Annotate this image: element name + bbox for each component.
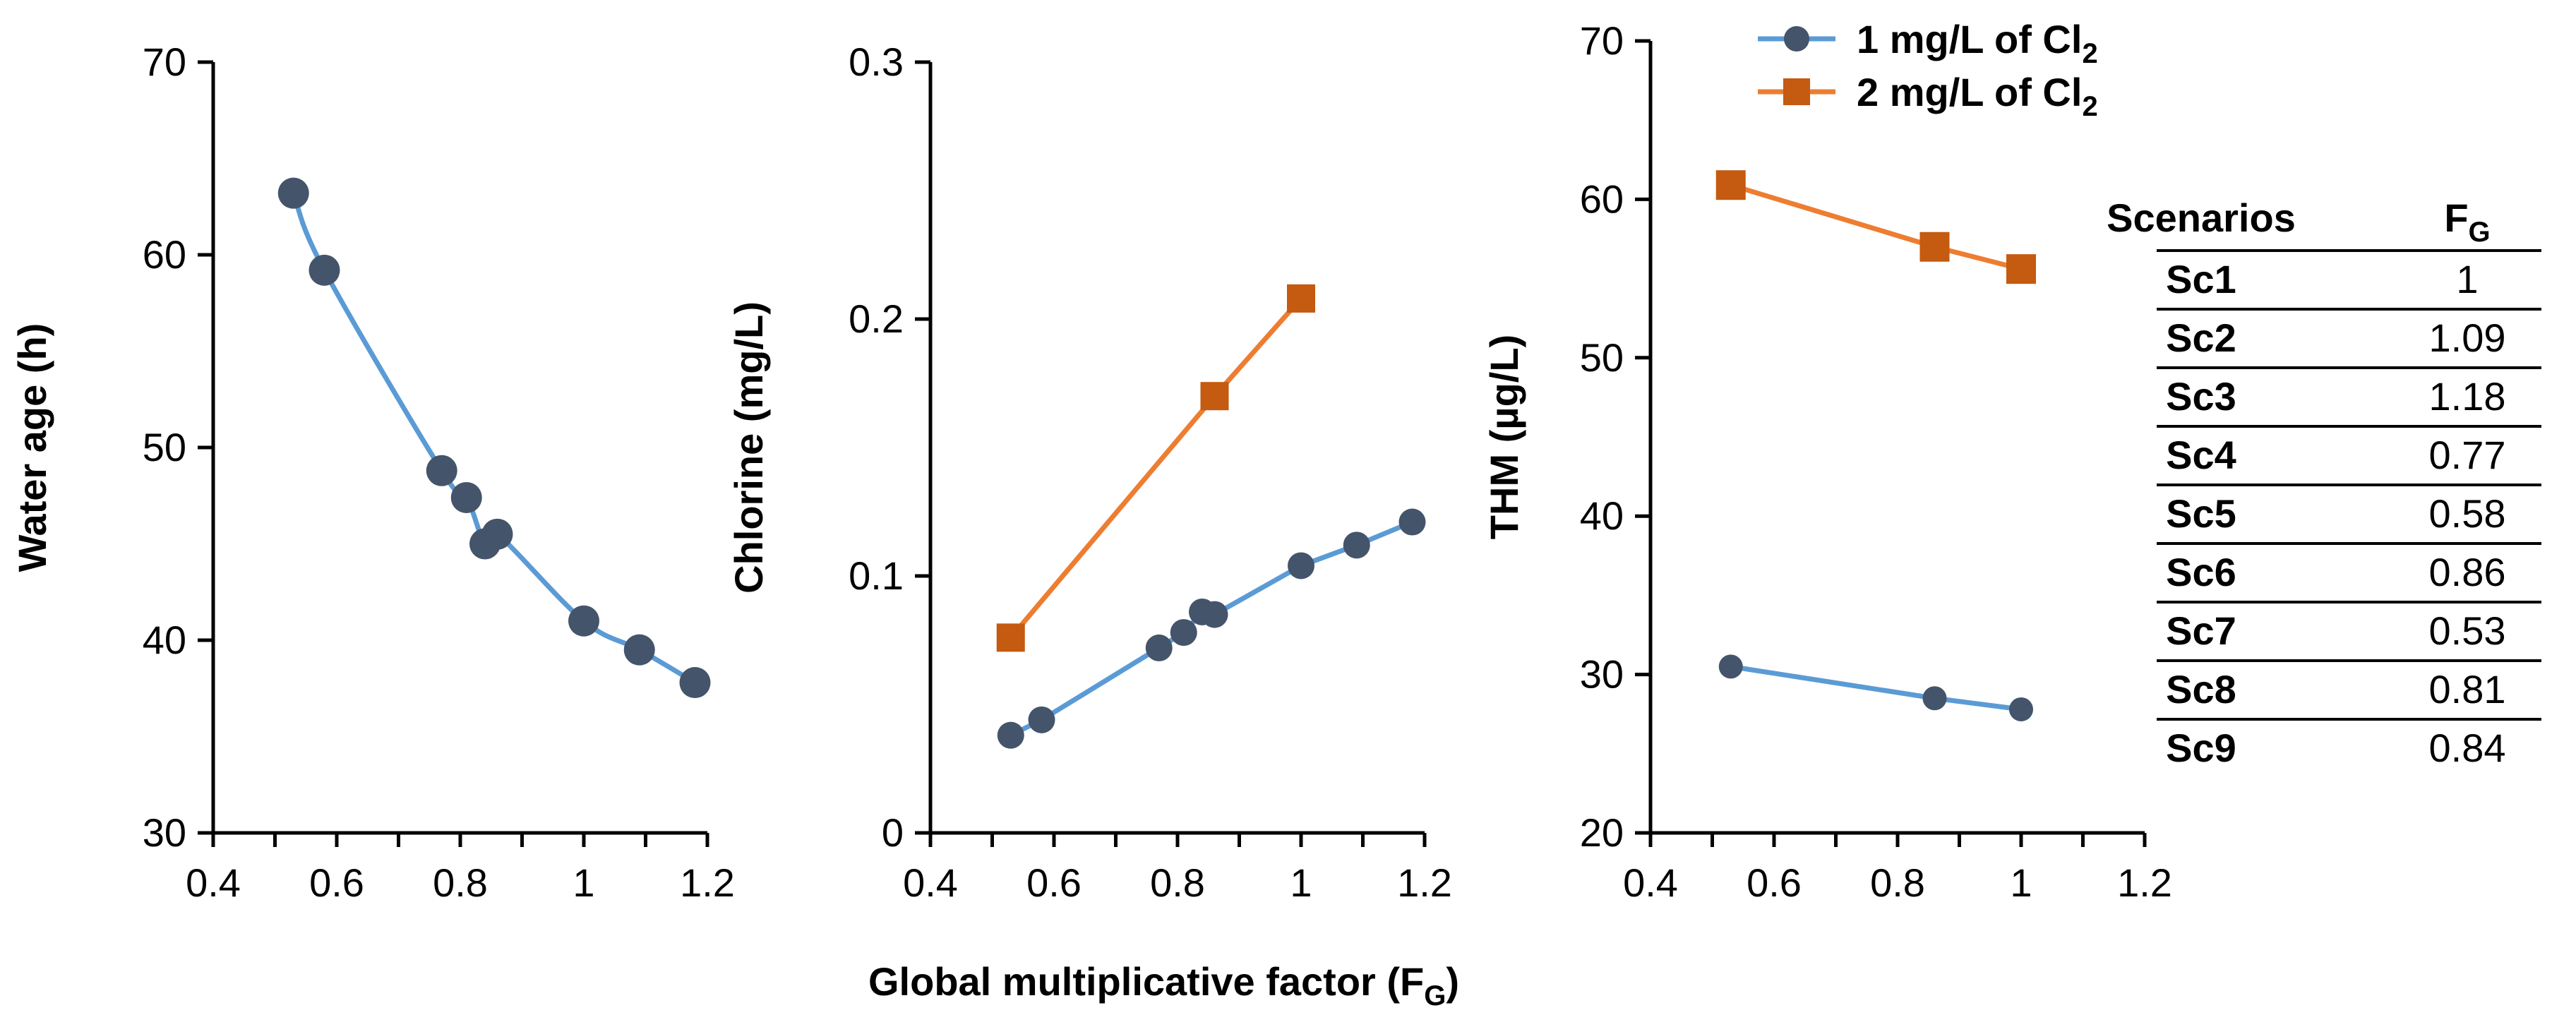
water-age-x-tick-label: 0.6 <box>309 860 364 905</box>
table-cell-scenario: Sc7 <box>2166 608 2236 653</box>
chlorine-y-tick-label: 0.2 <box>849 296 904 341</box>
table-cell-fg: 0.77 <box>2429 433 2506 477</box>
thm-y-tick-label: 40 <box>1580 493 1624 538</box>
chlorine-series-1-point <box>1028 706 1055 733</box>
water-age-series-1-point <box>481 518 513 550</box>
chlorine-series-1-point <box>1398 508 1426 536</box>
thm-series-2-line <box>1730 182 2022 272</box>
chlorine-chart: 0 0.1 0.2 0.3 0.4 0.6 0.8 1 1.2 Chlorine (mg/L) <box>726 40 1452 905</box>
thm-x-tick-label: 0.4 <box>1623 860 1678 905</box>
table-cell-fg: 1.09 <box>2429 316 2506 360</box>
water-age-series-1-point <box>308 254 340 286</box>
chlorine-x-tick-label: 0.6 <box>1026 860 1082 905</box>
chlorine-series-2-point <box>1200 382 1229 411</box>
table-cell-scenario: Sc1 <box>2166 257 2236 301</box>
legend-marker-1mg <box>1784 26 1809 52</box>
water-age-y-tick-label: 60 <box>143 232 186 277</box>
chlorine-x-tick-label: 1 <box>1290 860 1312 905</box>
water-age-chart: 30 40 50 60 70 0.4 0.6 0.8 1 1.2 Water age (h) <box>10 40 735 905</box>
water-age-series-1-point <box>623 634 655 666</box>
thm-x-tick-label: 1.2 <box>2117 860 2172 905</box>
thm-x-tick-label: 1 <box>2010 860 2032 905</box>
chlorine-x-tick-label: 0.8 <box>1150 860 1205 905</box>
table-rows: Sc1 1 Sc2 1.09 Sc3 1.18 Sc4 0.77 Sc5 0.58 Sc6 0.86 S… <box>2157 249 2541 770</box>
chlorine-series-2-point <box>996 623 1025 652</box>
thm-x-tick-label: 0.6 <box>1747 860 1802 905</box>
thm-series-1-point <box>1922 686 1947 711</box>
thm-y-tick-label: 60 <box>1580 176 1624 221</box>
chlorine-series-1-point <box>1145 634 1173 661</box>
thm-series-1-line <box>1730 663 2022 712</box>
table-cell-fg: 0.86 <box>2429 550 2506 594</box>
chlorine-series-1-point <box>1343 531 1370 559</box>
table-cell-scenario: Sc8 <box>2166 667 2236 711</box>
table-cell-scenario: Sc5 <box>2166 491 2236 536</box>
water-age-series-1-point <box>450 481 482 513</box>
chlorine-y-tick-label: 0.3 <box>849 40 904 84</box>
thm-y-tick-label: 20 <box>1580 810 1624 855</box>
thm-series-1-point <box>2009 697 2033 721</box>
chlorine-x-tick-label: 0.4 <box>903 860 958 905</box>
legend-item-2mg: 2 mg/L of Cl2 <box>1758 70 2098 122</box>
legend: 1 mg/L of Cl2 2 mg/L of Cl2 <box>1758 17 2098 122</box>
table-cell-scenario: Sc6 <box>2166 550 2236 594</box>
thm-series-2-point <box>2006 254 2036 284</box>
water-age-series-1-point <box>568 605 599 637</box>
water-age-y-axis-title: Water age (h) <box>10 323 54 572</box>
thm-x-tick-label: 0.8 <box>1870 860 1925 905</box>
water-age-series-1-point <box>277 177 309 209</box>
table-cell-scenario: Sc4 <box>2166 433 2236 477</box>
chlorine-series-1-point <box>1170 619 1197 647</box>
water-age-x-tick-label: 0.4 <box>186 860 241 905</box>
chlorine-y-tick-label: 0.1 <box>849 553 904 598</box>
shared-x-axis-title: Global multiplicative factor (FG) <box>868 959 1459 1011</box>
thm-y-tick-label: 30 <box>1580 652 1624 697</box>
water-age-y-tick-label: 50 <box>143 425 186 469</box>
table-cell-fg: 0.84 <box>2429 726 2506 770</box>
water-age-y-tick-label: 30 <box>143 810 186 855</box>
table-cell-fg: 0.58 <box>2429 491 2506 536</box>
table-cell-fg: 0.81 <box>2429 667 2506 711</box>
water-age-y-tick-label: 70 <box>143 40 186 84</box>
water-age-x-tick-label: 1 <box>573 860 594 905</box>
table-cell-fg: 0.53 <box>2429 608 2506 653</box>
water-age-y-tick-label: 40 <box>143 618 186 662</box>
chlorine-series-1-point <box>1288 552 1314 579</box>
thm-chart: 20 30 40 50 60 70 0.4 0.6 0.8 1 1.2 THM (µg/L) <box>1482 18 2172 905</box>
table-cell-fg: 1 <box>2456 257 2478 301</box>
thm-y-tick-label: 50 <box>1580 335 1624 380</box>
chlorine-series-2-line <box>1009 296 1303 639</box>
water-age-series-1-line <box>291 192 697 685</box>
thm-series-2-point <box>1919 232 1950 262</box>
chlorine-y-axis-title: Chlorine (mg/L) <box>726 301 771 594</box>
water-age-x-tick-label: 1.2 <box>680 860 735 905</box>
chlorine-series-1-point <box>997 721 1024 749</box>
thm-series-2-point <box>1715 170 1746 200</box>
chlorine-series-1-point <box>1201 601 1228 628</box>
thm-series-1-point <box>1718 654 1743 679</box>
chlorine-x-tick-label: 1.2 <box>1397 860 1452 905</box>
table-header-scenarios: Scenarios <box>2107 196 2296 240</box>
water-age-series-1-point <box>426 455 457 486</box>
water-age-x-tick-label: 0.8 <box>433 860 488 905</box>
legend-label-2mg: 2 mg/L of Cl2 <box>1857 70 2098 122</box>
chlorine-series-2-point <box>1287 284 1315 313</box>
water-age-series-1-point <box>679 667 711 699</box>
legend-label-1mg: 1 mg/L of Cl2 <box>1857 17 2098 69</box>
legend-item-1mg: 1 mg/L of Cl2 <box>1758 17 2098 69</box>
legend-marker-2mg <box>1783 78 1810 105</box>
thm-y-tick-label: 70 <box>1580 18 1624 63</box>
thm-y-axis-title: THM (µg/L) <box>1482 335 1526 539</box>
table-cell-scenario: Sc2 <box>2166 316 2236 360</box>
chlorine-y-tick-label: 0 <box>882 810 904 855</box>
table-cell-fg: 1.18 <box>2429 374 2506 419</box>
table-cell-scenario: Sc3 <box>2166 374 2236 419</box>
table-header-fg: FG <box>2444 196 2490 248</box>
table-cell-scenario: Sc9 <box>2166 726 2236 770</box>
